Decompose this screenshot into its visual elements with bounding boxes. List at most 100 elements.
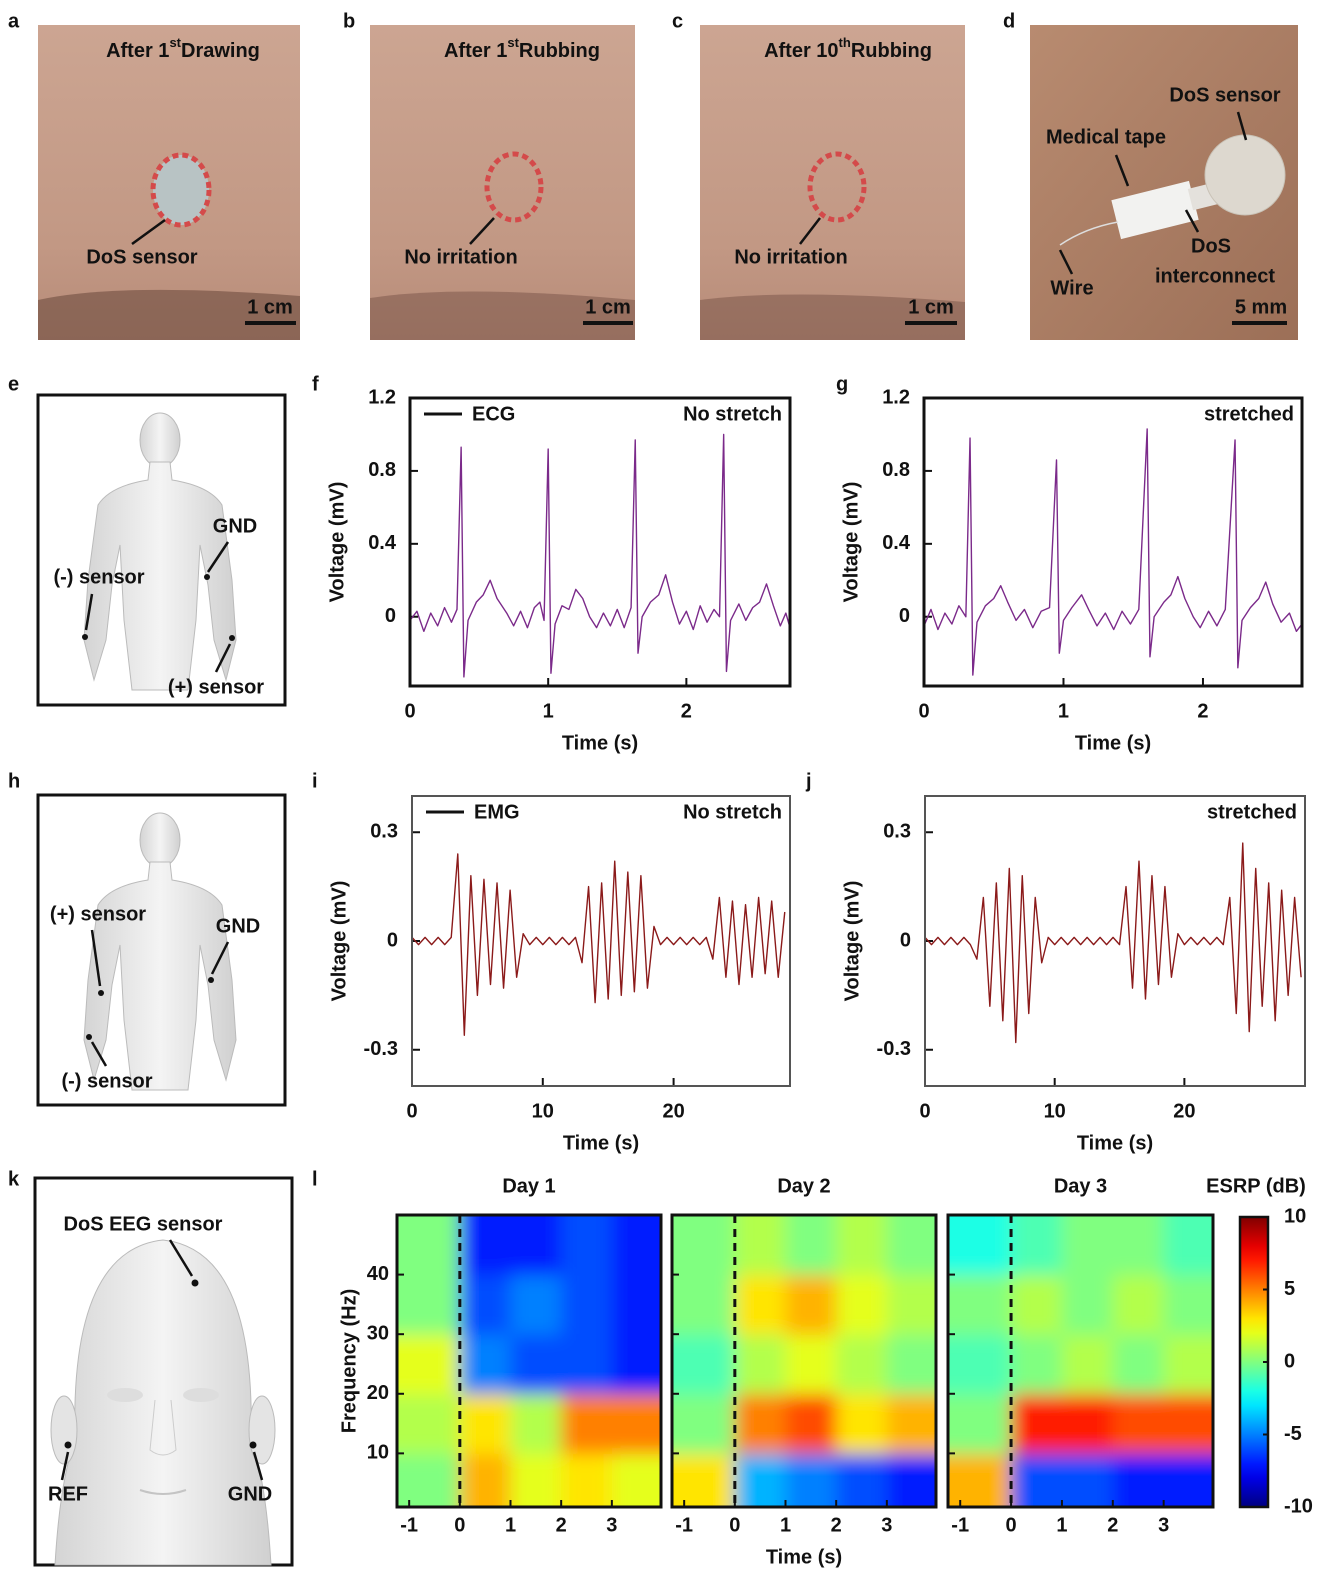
heat-cell	[561, 1393, 613, 1454]
y-tick-label: 0.3	[883, 821, 911, 843]
heat-cell	[785, 1453, 837, 1507]
y-tick-label: 0	[385, 605, 396, 627]
sensor-outline	[150, 152, 212, 228]
heat-cell	[397, 1215, 461, 1276]
electrode	[229, 635, 235, 641]
title-sup: st	[507, 35, 519, 50]
heat-cell	[836, 1215, 888, 1276]
series-line	[923, 428, 1303, 676]
annotation: REF	[48, 1483, 88, 1505]
y-tick-label: 20	[367, 1382, 389, 1404]
y-tick-label: -0.3	[364, 1038, 398, 1060]
heat-cell	[397, 1393, 461, 1454]
heat-cell	[561, 1453, 613, 1507]
heat-cell	[886, 1215, 936, 1276]
heatmap-cells	[397, 1215, 661, 1507]
x-tick-label: 0	[729, 1514, 740, 1536]
scale-label: 1 cm	[585, 296, 631, 318]
heat-cell	[734, 1393, 787, 1454]
heat-cell	[1163, 1274, 1213, 1335]
sensor-outline	[484, 151, 544, 223]
x-tick-label: 2	[1107, 1514, 1118, 1536]
heat-cell	[459, 1274, 512, 1335]
panel-letter: k	[8, 1168, 20, 1190]
x-tick-label: 1	[1058, 700, 1069, 722]
arrow	[469, 217, 495, 245]
title-text: Rubbing	[519, 40, 600, 62]
heat-cell	[672, 1215, 736, 1276]
heat-cell	[611, 1453, 661, 1507]
annotation: (-) sensor	[61, 1070, 152, 1092]
annotation: No stretch	[683, 403, 782, 425]
eye	[183, 1388, 219, 1402]
heatmap-cells	[948, 1215, 1213, 1507]
heat-cell	[672, 1393, 736, 1454]
electrode	[208, 977, 214, 983]
x-tick-label: 0	[919, 1100, 930, 1122]
y-tick-label: 0.8	[882, 459, 910, 481]
x-tick-label: 1	[1056, 1514, 1067, 1536]
annotation: GND	[228, 1483, 272, 1505]
panel-title: Day 1	[502, 1175, 555, 1197]
heat-cell	[886, 1274, 936, 1335]
heat-cell	[510, 1453, 562, 1507]
heat-cell	[561, 1274, 613, 1335]
arrow	[210, 941, 230, 975]
x-tick-label: -1	[951, 1514, 969, 1536]
annotation: GND	[213, 515, 257, 537]
series-line	[924, 842, 1302, 1044]
arrow	[206, 541, 230, 573]
plot-frame	[946, 1213, 1215, 1509]
heat-cell	[561, 1334, 613, 1395]
ear	[248, 1395, 276, 1465]
heat-cell	[1061, 1334, 1114, 1395]
y-axis-label: Voltage (mV)	[841, 881, 863, 1002]
y-axis-label: Voltage (mV)	[328, 881, 350, 1002]
heat-cell	[611, 1334, 661, 1395]
x-axis-label: Time (s)	[562, 732, 638, 754]
arrow	[90, 1041, 108, 1067]
mouth	[139, 1489, 187, 1495]
x-axis-label: Time (s)	[1077, 1132, 1153, 1154]
y-tick-label: 0.3	[370, 821, 398, 843]
panel-title: Day 2	[777, 1175, 830, 1197]
arrow	[1114, 154, 1130, 187]
annotation: Wire	[1050, 277, 1093, 299]
annotation: DoS sensor	[86, 246, 197, 268]
panel-letter: g	[836, 373, 848, 395]
title-sup: th	[839, 35, 851, 50]
heat-cell	[886, 1453, 936, 1507]
plot-frame	[408, 396, 792, 688]
y-axis-label: Voltage (mV)	[840, 482, 862, 603]
y-tick-label: -0.3	[877, 1038, 911, 1060]
panel-letter: i	[312, 770, 318, 792]
scale-label: 1 cm	[908, 296, 954, 318]
photo-title: After 1stRubbing	[444, 35, 600, 62]
heat-cell	[459, 1393, 512, 1454]
heat-cell	[785, 1274, 837, 1335]
heat-cell	[397, 1334, 461, 1395]
panel-letter: l	[312, 1168, 318, 1190]
y-tick-label: 10	[367, 1442, 389, 1464]
arrow	[799, 217, 821, 245]
heat-cell	[1061, 1453, 1114, 1507]
arrow	[1236, 111, 1248, 141]
heat-cell	[734, 1274, 787, 1335]
heat-cell	[1112, 1334, 1165, 1395]
y-tick-label: 1.2	[368, 386, 396, 408]
title-sup: st	[169, 35, 181, 50]
heat-cell	[672, 1453, 736, 1507]
annotation: (+) sensor	[168, 676, 264, 698]
annotation: Medical tape	[1046, 126, 1166, 148]
title-text: After 10	[764, 40, 838, 62]
heat-cell	[510, 1393, 562, 1454]
x-tick-label: 3	[606, 1514, 617, 1536]
colorbar-tick-label: -5	[1284, 1423, 1302, 1445]
heatmap	[672, 1215, 936, 1507]
x-tick-label: 10	[1044, 1100, 1066, 1122]
shadow	[370, 291, 635, 340]
annotation: (-) sensor	[53, 566, 144, 588]
heat-cell	[510, 1274, 562, 1335]
plot-frame	[670, 1213, 938, 1509]
heat-cell	[734, 1215, 787, 1276]
